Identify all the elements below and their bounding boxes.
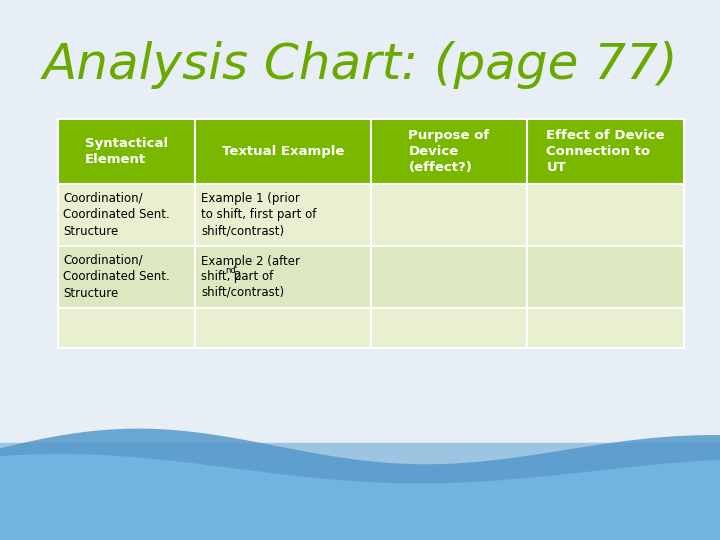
FancyBboxPatch shape [0,443,720,540]
Bar [195,308,371,348]
Text: Effect of Device
Connection to
UT: Effect of Device Connection to UT [546,129,665,174]
Text: shift/contrast): shift/contrast) [201,285,284,299]
Bar [371,119,528,184]
Bar [527,308,684,348]
Polygon shape [0,454,720,540]
Text: Analysis Chart: (page 77): Analysis Chart: (page 77) [42,41,678,89]
Text: nd: nd [225,266,236,275]
Text: Purpose of
Device
(effect?): Purpose of Device (effect?) [408,129,490,174]
Bar [58,184,195,246]
Bar [195,246,371,308]
Text: shift, 2: shift, 2 [201,270,242,284]
Bar [371,246,528,308]
Text: Textual Example: Textual Example [222,145,344,158]
Bar [195,184,371,246]
Bar [527,246,684,308]
Text: part of: part of [230,270,273,284]
Bar [371,308,528,348]
Bar [58,308,195,348]
Text: Syntactical
Element: Syntactical Element [85,137,168,166]
Text: Coordination/
Coordinated Sent.
Structure: Coordination/ Coordinated Sent. Structur… [63,254,170,300]
Text: Example 2 (after: Example 2 (after [201,255,300,268]
Text: Coordination/
Coordinated Sent.
Structure: Coordination/ Coordinated Sent. Structur… [63,192,170,238]
Polygon shape [0,429,720,540]
Text: Example 1 (prior
to shift, first part of
shift/contrast): Example 1 (prior to shift, first part of… [201,192,317,238]
Bar [527,119,684,184]
Bar [58,246,195,308]
Bar [371,184,528,246]
Bar [195,119,371,184]
Bar [527,184,684,246]
Bar [58,119,195,184]
